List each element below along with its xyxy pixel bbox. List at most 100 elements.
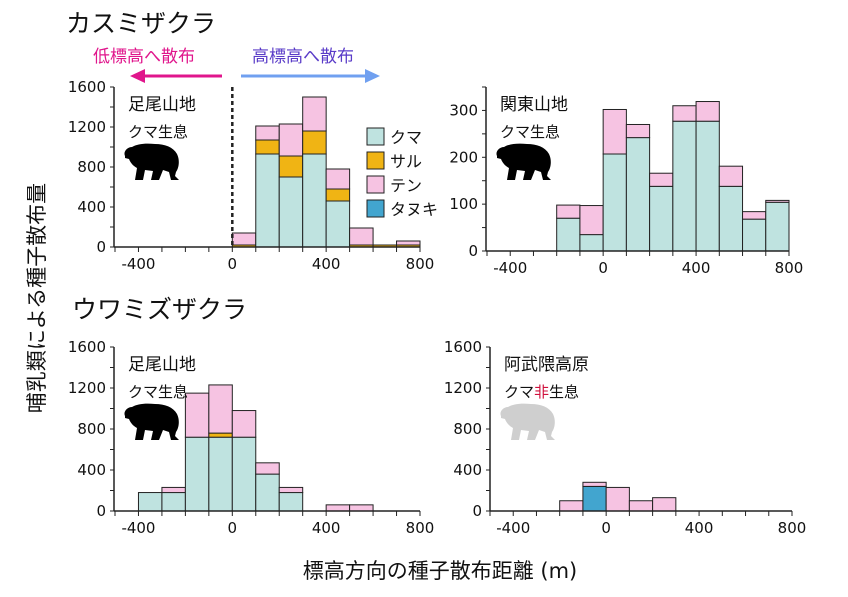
- bar-saru: [278, 155, 304, 178]
- bear-status: クマ生息: [500, 123, 560, 141]
- status-non: 非: [534, 383, 549, 401]
- bar-kuma: [302, 153, 327, 248]
- legend-label-tanuki: タヌキ: [390, 200, 438, 219]
- low-direction-label: 低標高へ散布: [93, 47, 195, 67]
- x-tick-label: 800: [778, 519, 807, 537]
- status-suffix: 生息: [158, 123, 188, 141]
- bar-ten: [231, 410, 257, 438]
- bar-ten: [278, 486, 304, 494]
- bar-kuma: [184, 436, 210, 512]
- bar-kuma: [278, 176, 304, 248]
- y-tick-label: 0: [468, 242, 478, 260]
- high-direction-label: 高標高へ散布: [252, 47, 354, 67]
- y-tick-label: 0: [96, 502, 106, 520]
- y-tick-label: 400: [77, 198, 106, 216]
- x-tick-label: 400: [312, 255, 341, 273]
- bear-icon: [496, 143, 551, 180]
- status-suffix: 生息: [530, 123, 560, 141]
- site-name: 足尾山地: [128, 355, 196, 375]
- bar-ten: [695, 101, 720, 122]
- x-tick-label: -400: [496, 519, 530, 537]
- y-tick-label: 1600: [444, 338, 482, 356]
- bar-ten: [208, 384, 233, 434]
- bear-status: クマ生息: [128, 383, 188, 401]
- x-tick-label: -400: [121, 519, 155, 537]
- bear-silhouette: [124, 403, 179, 440]
- bar-ten: [579, 205, 604, 236]
- bar-ten: [718, 165, 744, 187]
- x-tick-label: 0: [228, 519, 238, 537]
- x-axis-label: 標高方向の種子散布距離 (m): [303, 559, 578, 583]
- x-tick-label: 400: [685, 519, 714, 537]
- bar-ten: [765, 199, 790, 203]
- bear-silhouette: [500, 403, 555, 440]
- x-tick-label: 0: [228, 255, 238, 273]
- bar-ten: [302, 96, 327, 132]
- bar-saru: [302, 130, 327, 155]
- bar-ten: [161, 486, 186, 494]
- low-direction-arrow: [130, 69, 222, 83]
- bear-icon: [500, 403, 555, 440]
- legend-label-saru: サル: [390, 152, 422, 171]
- bar-saru: [208, 432, 233, 438]
- bar-ten: [672, 105, 697, 122]
- bar-ten: [278, 123, 304, 157]
- bar-ten: [605, 486, 630, 512]
- bear-silhouette: [124, 143, 179, 180]
- bar-ten: [231, 232, 257, 246]
- bar-ten: [349, 504, 374, 512]
- bar-ten: [556, 204, 581, 219]
- bear-silhouette: [496, 143, 551, 180]
- section-title-uwamizu: ウワミズザクラ: [72, 295, 247, 324]
- bar-ten: [652, 497, 677, 512]
- bear-status: クマ非生息: [504, 383, 579, 401]
- bar-ten: [742, 211, 767, 220]
- legend-swatch-kuma: [366, 127, 385, 146]
- legend-label-kuma: クマ: [390, 128, 422, 147]
- bar-ten: [255, 125, 280, 141]
- bar-kuma: [602, 153, 627, 252]
- bar-saru: [255, 139, 280, 155]
- x-tick-label: 800: [406, 255, 435, 273]
- bear-status: クマ生息: [128, 123, 188, 141]
- y-tick-label: 0: [472, 502, 482, 520]
- bar-kuma: [255, 153, 280, 248]
- status-prefix: クマ: [504, 383, 534, 401]
- legend-swatch-ten: [366, 175, 385, 194]
- bar-kuma: [231, 436, 257, 512]
- x-tick-label: 400: [682, 259, 711, 277]
- bar-kuma: [579, 234, 604, 252]
- bar-kuma: [672, 120, 697, 252]
- status-suffix: 生息: [158, 383, 188, 401]
- bar-ten: [559, 500, 584, 512]
- bar-kuma: [742, 218, 767, 252]
- bear-icon: [124, 403, 179, 440]
- bar-kuma: [208, 436, 233, 512]
- high-direction-arrow: [241, 69, 380, 83]
- y-tick-label: 0: [96, 238, 106, 256]
- legend-label-ten: テン: [390, 176, 422, 195]
- y-axis-label: 哺乳類による種子散布量: [25, 183, 49, 413]
- site-name: 足尾山地: [128, 95, 196, 115]
- bar-kuma: [255, 473, 280, 512]
- bar-kuma: [278, 492, 304, 512]
- bar-ten: [325, 504, 351, 512]
- status-prefix: クマ: [128, 383, 158, 401]
- y-tick-label: 800: [77, 158, 106, 176]
- bar-kuma: [556, 217, 581, 252]
- bar-ten: [349, 227, 374, 246]
- y-tick-label: 1200: [68, 118, 106, 136]
- y-tick-label: 200: [449, 148, 478, 166]
- y-tick-label: 1200: [68, 379, 106, 397]
- bar-ten: [602, 108, 627, 155]
- legend-swatch-tanuki: [366, 199, 385, 218]
- bear-icon: [124, 143, 179, 180]
- y-tick-label: 100: [449, 195, 478, 213]
- y-tick-label: 400: [77, 461, 106, 479]
- bar-kuma: [765, 201, 790, 252]
